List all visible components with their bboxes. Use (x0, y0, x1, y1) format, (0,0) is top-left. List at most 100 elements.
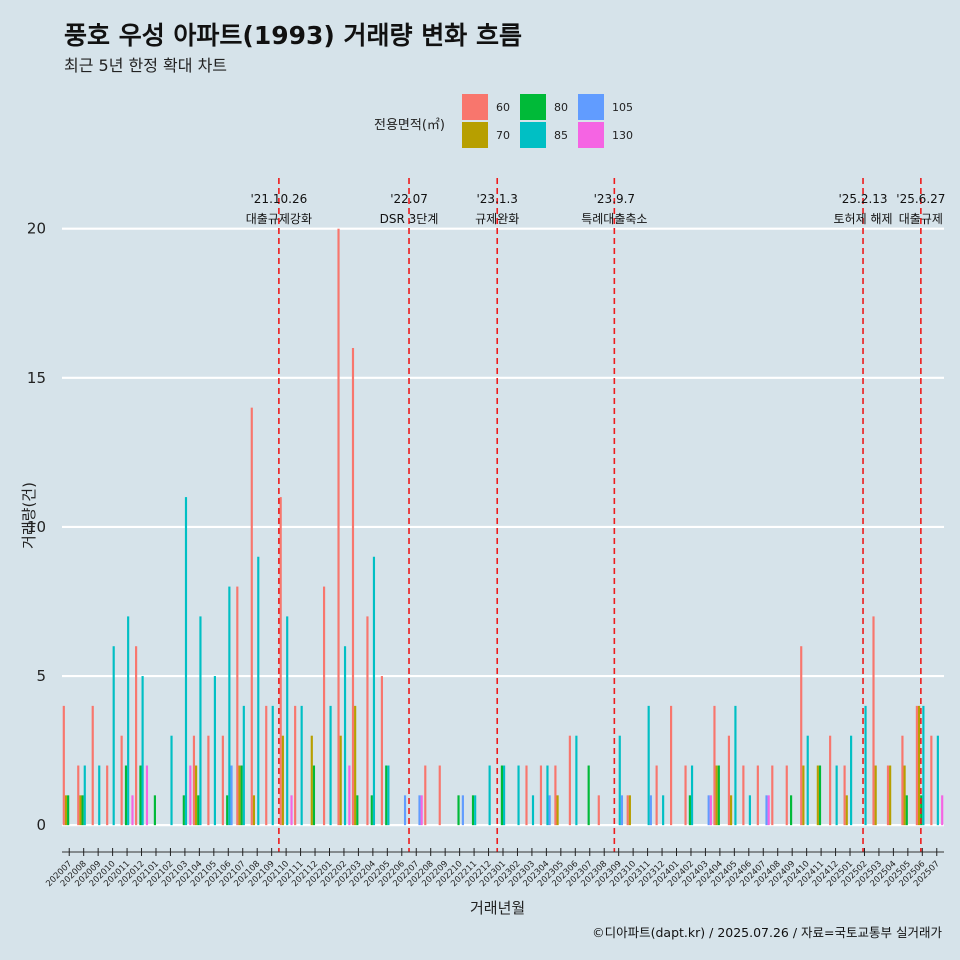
bar-70 (281, 735, 284, 826)
event-name-label: 특례대출축소 (581, 212, 647, 226)
bar-70 (917, 705, 921, 826)
bar-70 (845, 795, 848, 826)
chart-subtitle: 최근 5년 한정 확대 차트 (64, 56, 228, 75)
bar-60 (62, 705, 65, 826)
bar-80 (356, 795, 359, 826)
event-markers: '21.10.26 대출규제강화 '22.07 DSR 3단계 '23.1.3 규제완화 '… (246, 178, 945, 852)
bar-85 (213, 676, 216, 826)
legend: 전용면적(㎡) 60 70 80 85 105 130 (374, 92, 674, 156)
bar-85 (748, 795, 751, 826)
event-date-label: '23.1.3 (476, 192, 517, 206)
bar-85 (864, 705, 867, 826)
bar-60 (670, 705, 673, 826)
bar-85 (184, 497, 188, 826)
bar-85 (98, 765, 101, 826)
bar-85 (618, 735, 621, 826)
x-axis: 2020072020082020092020102020112020122021… (44, 848, 944, 889)
bar-85 (531, 795, 535, 826)
bar-85 (503, 765, 506, 826)
bar-80 (587, 765, 590, 826)
bar-60 (597, 795, 600, 826)
event-date-label: '25.6.27 (896, 192, 945, 206)
bar-60 (843, 765, 846, 826)
bar-60 (351, 347, 355, 826)
bar-80 (790, 795, 793, 826)
bar-85 (286, 616, 289, 826)
bar-130 (709, 795, 712, 826)
bar-130 (348, 765, 351, 826)
bar-85 (806, 735, 809, 826)
bar-60 (221, 735, 224, 826)
legend-title: 전용면적(㎡) (374, 118, 445, 133)
bar-80 (818, 765, 822, 826)
bar-85 (690, 765, 694, 826)
bar-85 (850, 735, 853, 826)
bar-85 (271, 705, 274, 826)
bar-70 (903, 765, 906, 826)
bar-70 (730, 795, 733, 826)
bar-60 (106, 765, 109, 826)
bar-130 (767, 795, 770, 826)
bar-60 (684, 765, 687, 826)
gridlines (62, 227, 944, 827)
bar-80 (226, 795, 229, 826)
bar-70 (310, 735, 313, 826)
bar-85 (387, 765, 390, 826)
bar-60 (554, 765, 557, 826)
bar-60 (886, 765, 890, 826)
bar-85 (662, 795, 665, 826)
bar-60 (829, 735, 832, 826)
bar-130 (290, 795, 293, 826)
bar-85 (546, 765, 549, 826)
bar-60 (279, 497, 282, 826)
bar-85 (300, 705, 303, 826)
bar-105 (707, 795, 710, 826)
legend-label: 130 (612, 129, 633, 142)
bar-105 (649, 795, 652, 826)
event-date-label: '22.07 (390, 192, 428, 206)
bar-60 (655, 765, 658, 826)
bar-80 (67, 795, 70, 826)
bar-60 (626, 795, 629, 826)
bar-80 (500, 765, 503, 826)
bar-70 (816, 765, 819, 826)
bar-60 (713, 705, 716, 826)
event-date-label: '23.9.7 (594, 192, 635, 206)
bar-85 (242, 705, 245, 826)
y-tick-label: 10 (27, 518, 46, 536)
event-date-label: '25.2.13 (838, 192, 887, 206)
bar-85 (199, 616, 202, 826)
bar-130 (189, 765, 192, 826)
y-tick-label: 0 (36, 816, 46, 834)
bar-85 (329, 705, 332, 826)
y-tick-label: 5 (36, 667, 46, 685)
bar-60 (525, 765, 528, 826)
bar-105 (620, 795, 624, 826)
x-axis-label: 거래년월 (470, 899, 526, 917)
bar-60 (322, 586, 326, 826)
bar-60 (424, 765, 427, 826)
event-name-label: 규제완화 (475, 212, 519, 226)
legend-key (520, 94, 546, 120)
bar-85 (112, 646, 115, 826)
event-name-label: 대출규제강화 (246, 212, 312, 226)
bar-60 (800, 646, 803, 826)
legend-key (578, 122, 604, 148)
bar-80 (385, 765, 388, 826)
bar-60 (265, 705, 268, 826)
bar-60 (539, 765, 543, 826)
event-name-label: 대출규제 (899, 212, 943, 226)
bar-60 (135, 646, 138, 826)
y-axis-label: 거래량(건) (19, 482, 38, 549)
bar-70 (715, 765, 718, 826)
legend-label: 60 (496, 101, 510, 114)
bar-80 (153, 795, 156, 826)
bar-85 (141, 676, 144, 826)
bar-85 (474, 795, 477, 826)
bar-70 (556, 795, 559, 826)
bar-105 (548, 795, 551, 826)
bar-60 (294, 705, 297, 826)
bar-60 (727, 735, 731, 826)
bar-85 (647, 705, 650, 826)
bar-80 (240, 765, 243, 826)
